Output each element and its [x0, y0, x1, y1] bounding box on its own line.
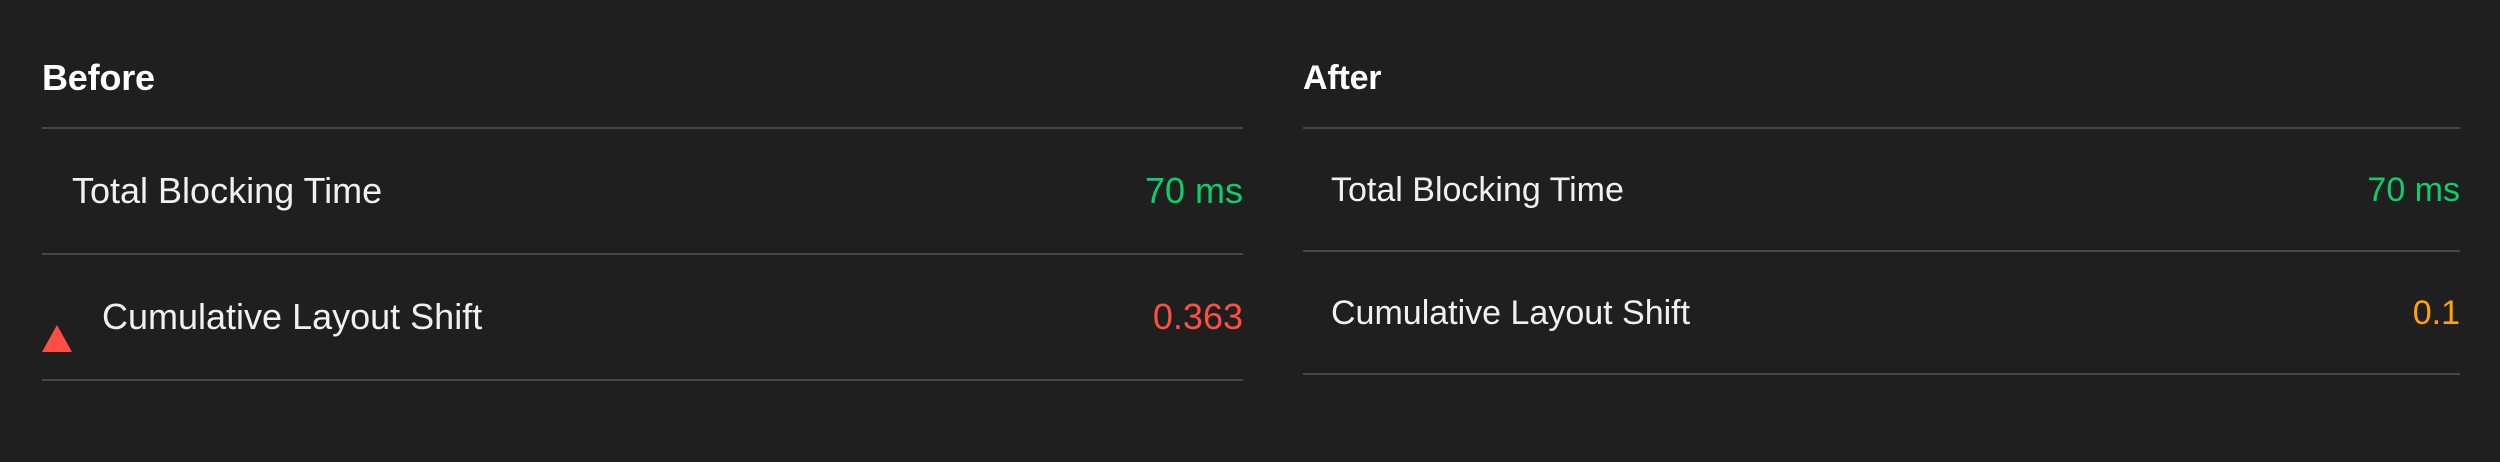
metric-label: Cumulative Layout Shift: [1331, 293, 1691, 332]
red-triangle-shape: [42, 307, 72, 352]
panel-title-after: After: [1303, 59, 1382, 98]
metric-label: Total Blocking Time: [1331, 170, 1624, 209]
metric-row-total-blocking-time-after: Total Blocking Time 70 ms: [1303, 129, 2460, 250]
panel-title-before: Before: [42, 56, 155, 98]
divider-after-top: [1303, 127, 2460, 130]
panel-after: After Total Blocking Time 70 ms Cumulati…: [1303, 0, 2460, 376]
red-triangle-icon: [42, 307, 72, 352]
metric-row-cumulative-layout-shift-before: Cumulative Layout Shift 0.363: [42, 255, 1243, 379]
divider-before-bottom: [42, 378, 1243, 381]
metric-label: Total Blocking Time: [72, 169, 383, 211]
metric-row-cumulative-layout-shift-after: Cumulative Layout Shift 0.1: [1303, 252, 2460, 373]
metric-label: Cumulative Layout Shift: [102, 295, 483, 337]
metric-value: 70 ms: [2367, 170, 2460, 209]
metric-row-total-blocking-time-before: Total Blocking Time 70 ms: [42, 129, 1243, 253]
panel-before: Before Total Blocking Time 70 ms Cumulat…: [42, 0, 1243, 381]
divider-after-middle: [1303, 250, 2460, 253]
divider-before-middle: [42, 252, 1243, 255]
metric-value: 0.363: [1152, 295, 1243, 337]
metric-value: 70 ms: [1144, 169, 1243, 211]
divider-after-bottom: [1303, 373, 2460, 376]
divider-before-top: [42, 126, 1243, 129]
metric-value: 0.1: [2412, 293, 2460, 332]
